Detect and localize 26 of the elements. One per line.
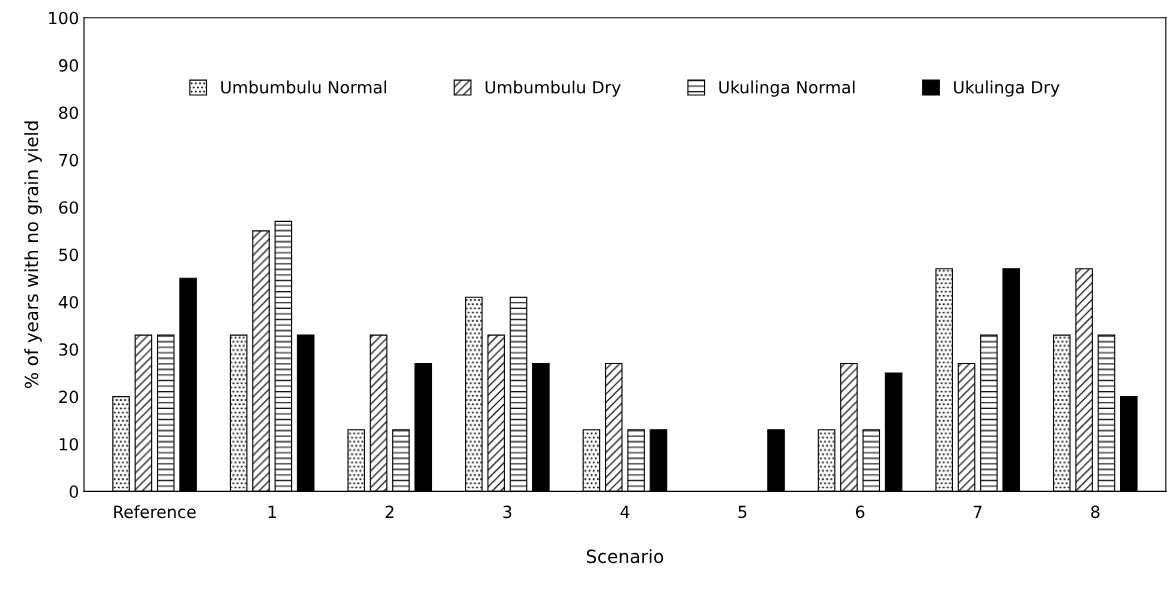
y-tick-label: 0 xyxy=(69,485,79,498)
legend-label: Umbumbulu Dry xyxy=(485,80,621,97)
x-tick-label: 6 xyxy=(855,505,865,519)
y-tick-label: 80 xyxy=(59,106,79,120)
y-axis-title: % of years with no grain yield xyxy=(24,121,42,389)
legend-label: Ukulinga Dry xyxy=(954,80,1060,97)
x-axis-title: Scenario xyxy=(586,549,664,564)
y-tick-label: 100 xyxy=(49,11,79,25)
y-tick-label: 40 xyxy=(58,295,79,309)
y-tick-label: 50 xyxy=(59,248,79,262)
x-tick-label: Reference xyxy=(114,505,196,519)
y-tick-label: 60 xyxy=(59,201,79,214)
y-tick-label: 20 xyxy=(59,390,79,404)
y-tick-label: 90 xyxy=(59,59,79,72)
x-tick-label: 3 xyxy=(503,505,512,519)
y-tick-label: 30 xyxy=(59,343,79,356)
y-tick-label: 70 xyxy=(59,153,79,167)
x-tick-label: 5 xyxy=(738,505,747,519)
y-tick-label: 10 xyxy=(59,437,79,451)
x-tick-label: 4 xyxy=(620,505,630,518)
x-tick-label: 7 xyxy=(973,505,982,518)
x-tick-label: 2 xyxy=(385,505,394,518)
legend-label: Umbumbulu Normal xyxy=(221,80,387,94)
x-tick-label: 1 xyxy=(268,505,276,518)
x-tick-label: 8 xyxy=(1091,505,1100,519)
legend-label: Ukulinga Normal xyxy=(719,80,855,97)
